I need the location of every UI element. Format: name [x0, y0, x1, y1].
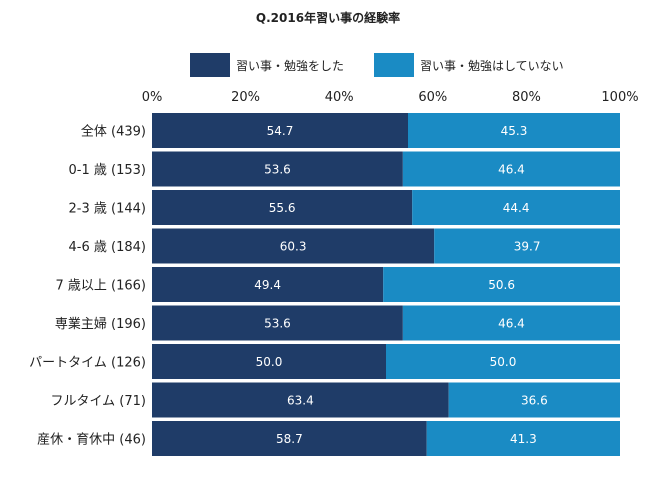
- bar-segment: [402, 151, 620, 187]
- bar-value-label: 49.4: [254, 278, 281, 292]
- bar-value-label: 50.0: [490, 355, 517, 369]
- bar-segment: [152, 151, 403, 187]
- bar-segment: [412, 190, 620, 225]
- category-label: 産休・育休中 (46): [37, 432, 146, 448]
- legend-label-not-done: 習い事・勉強はしていない: [420, 59, 564, 73]
- bar-segment: [402, 305, 620, 341]
- bar-value-label: 44.4: [503, 201, 530, 215]
- bar-value-label: 39.7: [514, 240, 541, 254]
- bars: 54.7 45.3 53.6 46.4 55.6 44.4 60.3 39.7 49.4 50.6…: [152, 113, 620, 456]
- bar-value-label: 55.6: [269, 201, 296, 215]
- chart-title: Q.2016年習い事の経験率: [256, 10, 400, 25]
- bar-value-label: 50.0: [256, 355, 283, 369]
- bar-segment: [407, 113, 620, 148]
- category-label: 4-6 歳 (184): [69, 240, 146, 255]
- bar-segment: [152, 190, 413, 225]
- bar-value-label: 46.4: [498, 317, 525, 331]
- bar-segment: [448, 382, 620, 418]
- category-label: 専業主婦 (196): [55, 316, 146, 332]
- bar-segment: [152, 305, 403, 341]
- bar-segment: [383, 267, 620, 302]
- bar-segment: [386, 344, 620, 379]
- category-label: フルタイム (71): [50, 394, 146, 409]
- x-tick-label: 80%: [512, 90, 541, 105]
- bar-value-label: 58.7: [276, 432, 303, 446]
- bar-value-label: 53.6: [264, 163, 291, 177]
- bar-value-label: 50.6: [488, 278, 515, 292]
- category-label: 0-1 歳 (153): [69, 163, 146, 178]
- bar-segment: [426, 421, 620, 456]
- bar-value-label: 53.6: [264, 317, 291, 331]
- bar-segment: [152, 267, 384, 302]
- x-tick-label: 60%: [418, 90, 447, 105]
- bar-value-label: 45.3: [501, 124, 528, 138]
- category-label: 2-3 歳 (144): [69, 202, 146, 217]
- bar-value-label: 46.4: [498, 163, 525, 177]
- bar-segment: [152, 382, 449, 418]
- bar-value-label: 63.4: [287, 394, 314, 408]
- x-tick-label: 20%: [231, 90, 260, 105]
- legend-label-done: 習い事・勉強をした: [236, 59, 344, 73]
- bar-segment: [152, 421, 427, 456]
- bar-value-label: 41.3: [510, 432, 537, 446]
- category-labels: 全体 (439) 0-1 歳 (153) 2-3 歳 (144) 4-6 歳 (184…: [29, 124, 146, 448]
- legend-swatch-not-done: [374, 53, 414, 77]
- category-label: 全体 (439): [81, 124, 146, 140]
- bar-segment: [152, 228, 435, 264]
- bar-segment: [152, 344, 386, 379]
- category-label: 7 歳以上 (166): [56, 279, 147, 294]
- x-tick-label: 40%: [325, 90, 354, 105]
- x-axis-ticks: 0% 20% 40% 60% 80% 100%: [142, 90, 639, 105]
- legend: 習い事・勉強をした 習い事・勉強はしていない: [190, 53, 564, 77]
- category-label: パートタイム (126): [29, 356, 146, 371]
- x-tick-label: 100%: [601, 90, 638, 105]
- legend-swatch-done: [190, 53, 230, 77]
- bar-segment: [152, 113, 408, 148]
- x-tick-label: 0%: [142, 90, 163, 105]
- bar-value-label: 36.6: [521, 394, 548, 408]
- bar-segment: [434, 228, 620, 264]
- bar-value-label: 60.3: [280, 240, 307, 254]
- bar-value-label: 54.7: [267, 124, 294, 138]
